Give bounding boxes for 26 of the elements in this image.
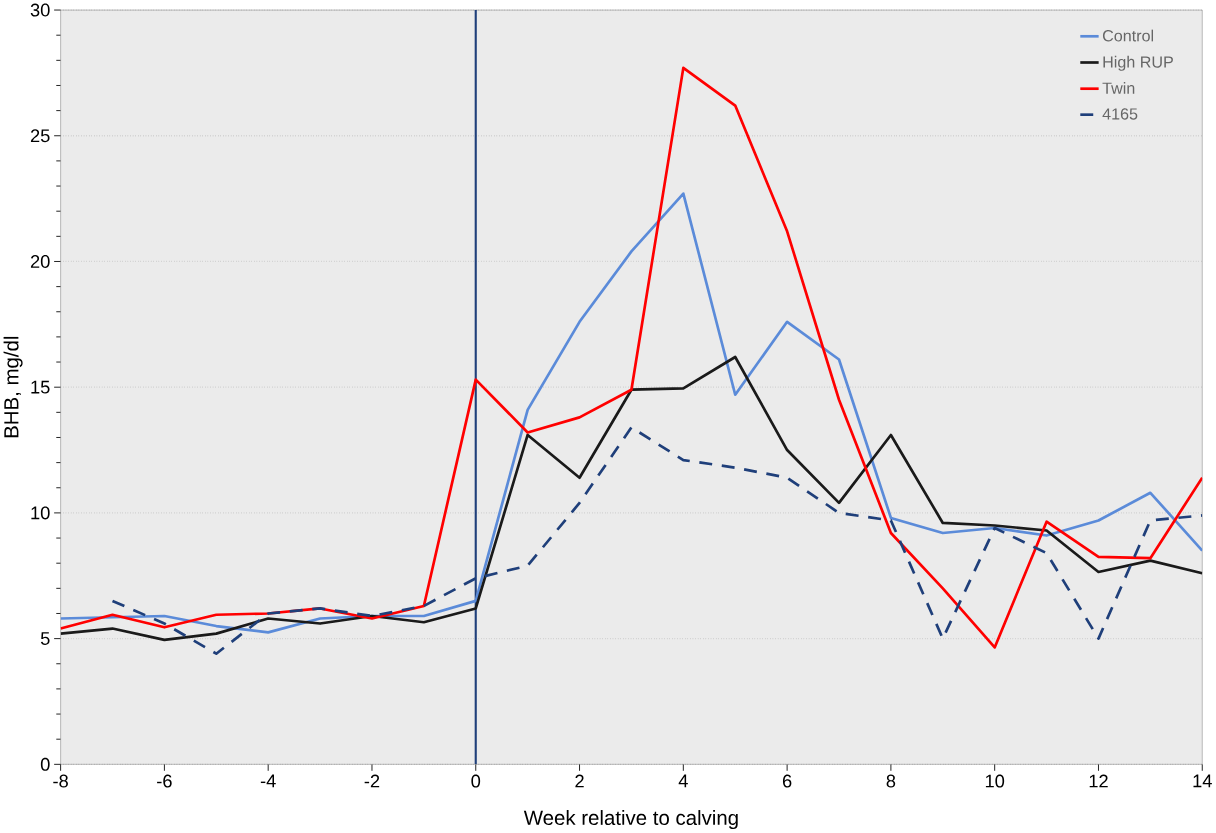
legend-label: High RUP xyxy=(1103,56,1173,72)
y-tick-label: 0 xyxy=(40,758,50,771)
y-tick-label: 25 xyxy=(30,129,50,143)
x-tick-label: -2 xyxy=(364,774,380,788)
legend-label: Control xyxy=(1102,29,1154,42)
x-tick-label: 8 xyxy=(886,774,896,788)
x-tick-label: 6 xyxy=(782,774,792,788)
x-tick-label: 10 xyxy=(985,774,1005,788)
x-tick-label: 0 xyxy=(471,774,481,788)
legend-label: 4165 xyxy=(1102,108,1138,120)
y-tick-label: 15 xyxy=(31,380,50,394)
y-axis-title: BHB, mg/dl xyxy=(3,337,23,438)
y-tick-label: 10 xyxy=(31,506,50,520)
y-tick-label: 20 xyxy=(30,255,50,269)
x-tick-label: -8 xyxy=(53,774,68,788)
y-tick-label: 5 xyxy=(40,632,50,646)
x-tick-label: -4 xyxy=(260,774,276,788)
x-axis-title: Week relative to calving xyxy=(523,810,738,830)
y-tick-label: 30 xyxy=(30,3,50,17)
x-tick-label: 14 xyxy=(1193,774,1212,788)
x-tick-label: -6 xyxy=(157,774,172,788)
line-series xyxy=(60,355,1203,642)
x-tick-label: 4 xyxy=(678,774,688,788)
x-tick-label: 2 xyxy=(575,774,584,788)
legend-label: Twin xyxy=(1102,82,1135,94)
x-tick-label: 12 xyxy=(1089,774,1108,788)
